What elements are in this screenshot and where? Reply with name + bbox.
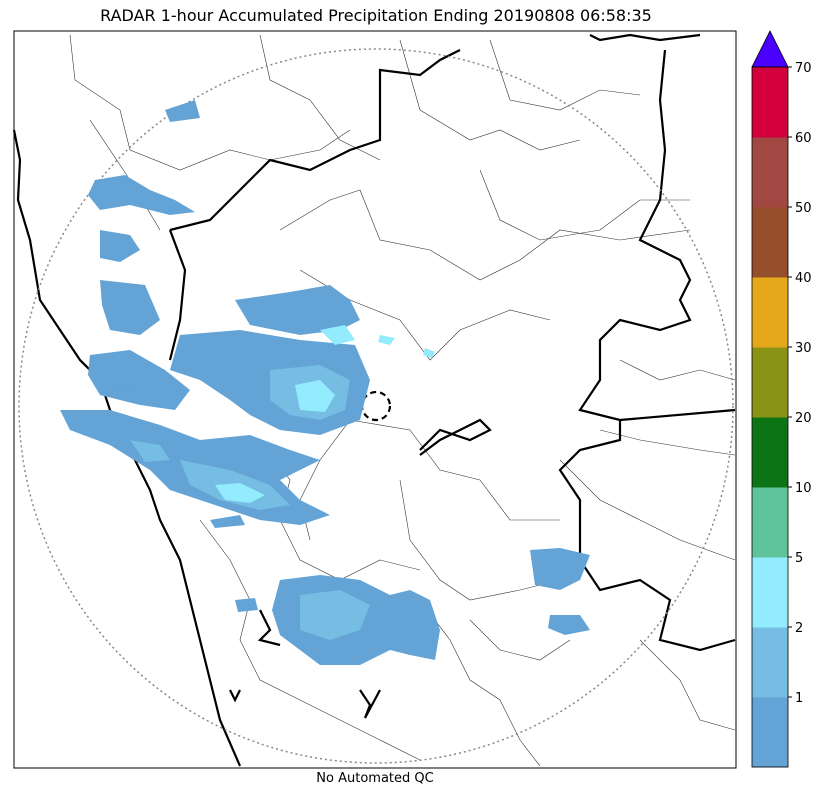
precip-heavy-echoes [215,325,435,503]
colorbar-extend-arrow [751,30,789,68]
qc-label: No Automated QC [316,771,434,786]
colorbar-tick-label: 50 [795,201,812,216]
colorbar-tick-label: 2 [795,621,803,636]
colorbar-bin [752,417,788,488]
colorbar-bin [752,557,788,628]
colorbar-tick-label: 1 [795,691,803,706]
colorbar-tick-label: 40 [795,271,812,286]
colorbar-tick-label: 30 [795,341,812,356]
colorbar-tick-label: 5 [795,551,803,566]
colorbar-tick-label: 10 [795,481,812,496]
colorbar-bin [752,137,788,208]
colorbar-tick-label: 60 [795,131,812,146]
colorbar-bin [752,347,788,418]
colorbar-tick-label: 70 [795,61,812,76]
colorbar-bin [752,277,788,348]
colorbar-bin [752,67,788,138]
colorbar-bin [752,697,788,768]
colorbar-tick-label: 20 [795,411,812,426]
map-title: RADAR 1-hour Accumulated Precipitation E… [100,6,652,25]
colorbar: 1 2 5 10 20 30 40 50 60 70 [751,30,812,768]
colorbar-bin [752,207,788,278]
range-ring [18,48,734,764]
colorbar-bin [752,627,788,698]
colorbar-bin [752,487,788,558]
